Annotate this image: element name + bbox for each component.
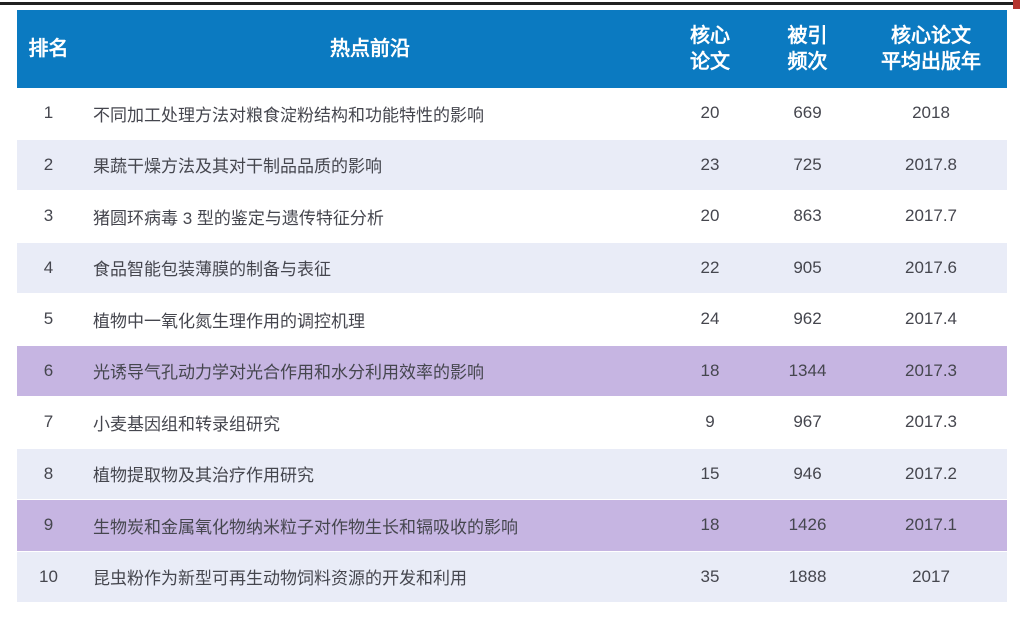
topic-cell: 果蔬干燥方法及其对干制品品质的影响 — [93, 157, 382, 177]
avg-year-cell: 2017.3 — [905, 360, 957, 380]
rank-cell: 3 — [43, 206, 54, 226]
core-papers-cell: 9 — [705, 412, 715, 432]
header-core-papers: 核心 论文 — [690, 25, 730, 73]
table-row: 5 植物中一氧化氮生理作用的调控机理 24 962 2017.4 — [17, 294, 1007, 346]
rank-cell: 9 — [43, 515, 54, 535]
rank-cell: 1 — [43, 103, 54, 123]
core-papers-cell: 23 — [700, 154, 720, 174]
citations-cell: 863 — [793, 206, 822, 226]
core-papers-cell: 35 — [700, 566, 720, 586]
avg-year-cell: 2017.6 — [905, 257, 957, 277]
avg-year-cell: 2017.3 — [905, 412, 957, 432]
avg-year-cell: 2017.8 — [905, 154, 957, 174]
citations-cell: 946 — [793, 463, 822, 483]
header-avg-year: 核心论文 平均出版年 — [881, 25, 981, 73]
core-papers-cell: 15 — [700, 463, 720, 483]
topic-cell: 生物炭和金属氧化物纳米粒子对作物生长和镉吸收的影响 — [93, 517, 518, 537]
hot-topics-table: 排名 热点前沿 核心 论文 被引 频次 核心论文 平均出版年 1 不同加工处理方… — [17, 10, 1007, 603]
core-papers-cell: 18 — [700, 360, 720, 380]
citations-cell: 1426 — [788, 515, 827, 535]
core-papers-cell: 22 — [700, 257, 720, 277]
topic-cell: 植物中一氧化氮生理作用的调控机理 — [93, 311, 365, 331]
citations-cell: 962 — [793, 309, 822, 329]
topic-cell: 不同加工处理方法对粮食淀粉结构和功能特性的影响 — [93, 105, 484, 125]
header-rank: 排名 — [28, 38, 69, 60]
table-body: 1 不同加工处理方法对粮食淀粉结构和功能特性的影响 20 669 2018 2 … — [17, 88, 1007, 603]
core-papers-cell: 20 — [700, 206, 720, 226]
topic-cell: 猪圆环病毒 3 型的鉴定与遗传特征分析 — [93, 208, 384, 228]
table-row: 4 食品智能包装薄膜的制备与表征 22 905 2017.6 — [17, 242, 1007, 294]
rank-cell: 5 — [43, 309, 54, 329]
header-topic: 热点前沿 — [330, 38, 410, 60]
rank-cell: 2 — [43, 154, 54, 174]
citations-cell: 1344 — [788, 360, 827, 380]
avg-year-cell: 2018 — [912, 103, 950, 123]
core-papers-cell: 24 — [700, 309, 720, 329]
citations-cell: 725 — [793, 154, 822, 174]
avg-year-cell: 2017.4 — [905, 309, 957, 329]
citations-cell: 1888 — [788, 566, 827, 586]
table-row: 3 猪圆环病毒 3 型的鉴定与遗传特征分析 20 863 2017.7 — [17, 191, 1007, 243]
topic-cell: 食品智能包装薄膜的制备与表征 — [93, 260, 331, 280]
rank-cell: 8 — [43, 463, 54, 483]
citations-cell: 669 — [793, 103, 822, 123]
corner-accent — [1013, 0, 1020, 9]
table-row: 9 生物炭和金属氧化物纳米粒子对作物生长和镉吸收的影响 18 1426 2017… — [17, 500, 1007, 552]
avg-year-cell: 2017.2 — [905, 463, 957, 483]
avg-year-cell: 2017 — [912, 566, 950, 586]
top-border-line — [0, 2, 1014, 5]
avg-year-cell: 2017.7 — [905, 206, 957, 226]
table-row: 8 植物提取物及其治疗作用研究 15 946 2017.2 — [17, 448, 1007, 500]
header-citations: 被引 频次 — [787, 25, 828, 73]
rank-cell: 6 — [43, 360, 54, 380]
table-row: 7 小麦基因组和转录组研究 9 967 2017.3 — [17, 397, 1007, 449]
topic-cell: 小麦基因组和转录组研究 — [93, 414, 280, 434]
avg-year-cell: 2017.1 — [905, 515, 957, 535]
rank-cell: 7 — [43, 412, 54, 432]
table-row: 10 昆虫粉作为新型可再生动物饲料资源的开发和利用 35 1888 2017 — [17, 551, 1007, 603]
table-row: 6 光诱导气孔动力学对光合作用和水分利用效率的影响 18 1344 2017.3 — [17, 345, 1007, 397]
table-row: 2 果蔬干燥方法及其对干制品品质的影响 23 725 2017.8 — [17, 139, 1007, 191]
citations-cell: 967 — [793, 412, 822, 432]
rank-cell: 4 — [43, 257, 54, 277]
rank-cell: 10 — [39, 566, 58, 586]
core-papers-cell: 20 — [700, 103, 720, 123]
citations-cell: 905 — [793, 257, 822, 277]
table-row: 1 不同加工处理方法对粮食淀粉结构和功能特性的影响 20 669 2018 — [17, 88, 1007, 140]
topic-cell: 昆虫粉作为新型可再生动物饲料资源的开发和利用 — [93, 569, 467, 589]
topic-cell: 植物提取物及其治疗作用研究 — [93, 466, 314, 486]
topic-cell: 光诱导气孔动力学对光合作用和水分利用效率的影响 — [93, 363, 484, 383]
core-papers-cell: 18 — [700, 515, 720, 535]
table-header: 排名 热点前沿 核心 论文 被引 频次 核心论文 平均出版年 — [17, 10, 1007, 88]
